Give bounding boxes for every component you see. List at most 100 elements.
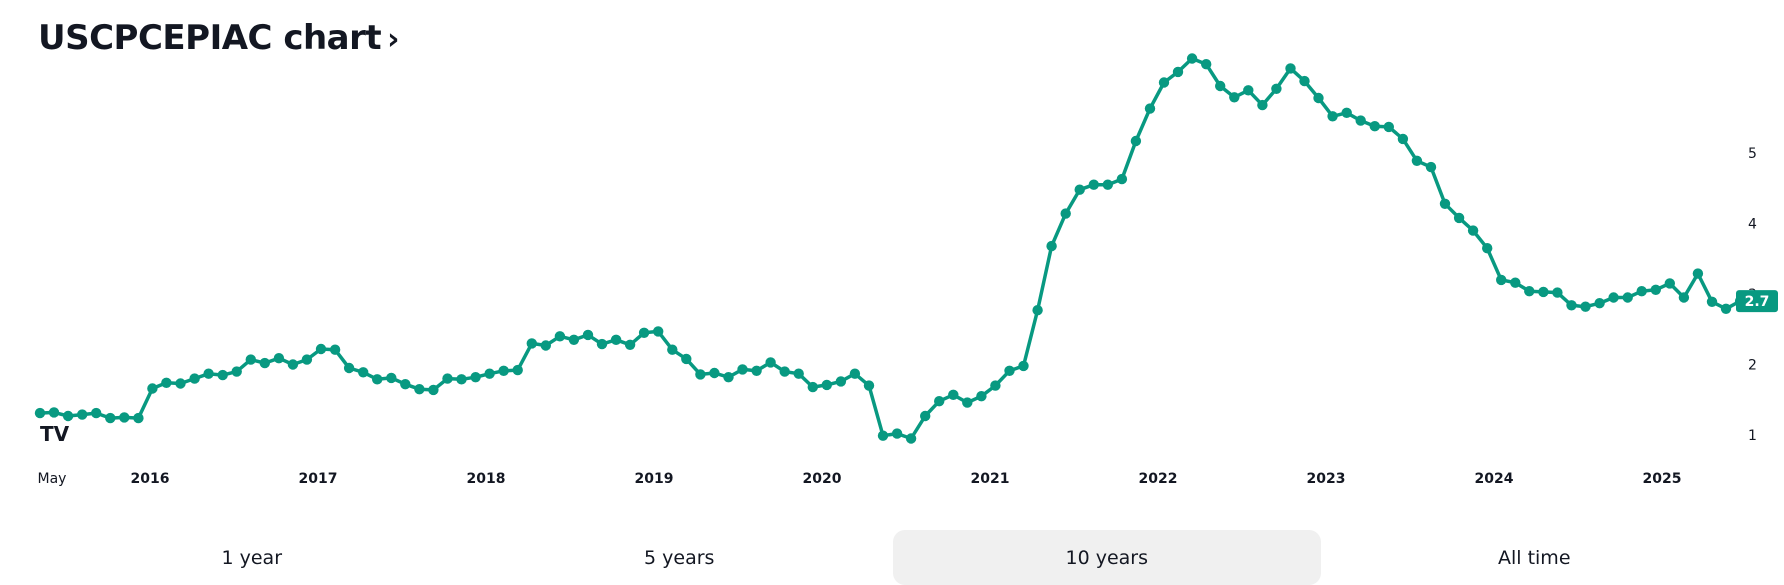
data-point: [77, 409, 88, 420]
data-point: [1060, 208, 1071, 219]
data-point: [554, 331, 566, 342]
data-point: [596, 338, 608, 350]
data-point: [231, 366, 242, 377]
chevron-right-icon: ›: [387, 21, 400, 57]
data-point: [1046, 240, 1057, 252]
y-tick-label: 5: [1748, 146, 1757, 162]
data-point: [638, 327, 650, 338]
data-point: [203, 368, 214, 379]
data-point: [695, 369, 706, 380]
data-point: [681, 353, 692, 365]
data-point: [1116, 173, 1128, 185]
data-point: [287, 359, 299, 370]
data-point: [498, 365, 509, 376]
data-point: [414, 384, 425, 395]
data-point: [905, 433, 917, 444]
data-point: [1482, 243, 1493, 254]
data-point: [1467, 225, 1479, 236]
data-point: [1229, 92, 1240, 103]
x-tick-label: 2020: [803, 471, 842, 487]
data-point: [737, 364, 748, 375]
data-point: [1102, 179, 1114, 190]
range-1-year[interactable]: 1 year: [221, 546, 283, 569]
y-tick-label: 2: [1748, 358, 1757, 374]
x-tick-label: 2023: [1307, 471, 1346, 487]
data-point: [161, 377, 172, 388]
page-title[interactable]: USCPCEPIAC chart ›: [38, 18, 400, 58]
data-point: [891, 428, 903, 439]
data-point: [1172, 66, 1184, 78]
data-point: [1411, 155, 1423, 166]
data-point: [821, 379, 832, 391]
data-point: [1510, 277, 1521, 288]
last-value-badge: 2.7: [1736, 290, 1778, 313]
x-tick-label: 2022: [1139, 471, 1178, 487]
data-point: [1243, 85, 1254, 96]
data-point: [245, 354, 256, 365]
range-10-years[interactable]: 10 years: [893, 530, 1321, 585]
line-chart[interactable]: 12345 May2016201720182019202020212022202…: [0, 0, 1784, 520]
data-point: [1594, 298, 1605, 309]
data-point: [1383, 121, 1395, 133]
last-value-badge-text: 2.7: [1745, 294, 1770, 310]
data-point: [1692, 268, 1704, 279]
data-point: [400, 379, 411, 390]
data-point: [1496, 274, 1507, 286]
data-point: [1004, 365, 1015, 376]
data-point: [1271, 83, 1282, 95]
x-tick-label: 2025: [1643, 471, 1682, 487]
data-point: [1088, 179, 1100, 190]
data-point: [1678, 292, 1690, 303]
data-point: [1650, 284, 1662, 295]
data-point: [442, 373, 453, 384]
y-tick-label: 1: [1748, 428, 1757, 444]
data-point: [1622, 292, 1633, 303]
data-point: [1608, 292, 1619, 303]
data-point: [1074, 184, 1085, 195]
x-tick-label: 2017: [299, 471, 338, 487]
data-point: [1706, 296, 1718, 307]
data-point: [793, 368, 804, 379]
data-point: [91, 407, 102, 419]
data-point: [259, 357, 270, 369]
data-point: [849, 368, 861, 379]
data-point: [1313, 92, 1324, 104]
data-point: [1130, 135, 1142, 147]
data-point: [1524, 286, 1535, 297]
data-point: [147, 383, 158, 394]
data-point: [962, 397, 973, 408]
data-point: [709, 367, 720, 379]
data-point: [1018, 360, 1029, 372]
data-point: [119, 412, 130, 423]
data-point: [1538, 286, 1549, 298]
data-point: [301, 354, 313, 365]
y-tick-label: 4: [1748, 217, 1757, 233]
x-tick-label: 2018: [467, 471, 506, 487]
data-point: [610, 334, 622, 345]
data-point: [934, 396, 945, 407]
data-point: [1215, 80, 1226, 92]
data-point: [1552, 287, 1563, 298]
data-point: [470, 372, 481, 383]
data-point: [273, 353, 285, 364]
data-point: [624, 339, 636, 350]
data-point: [456, 374, 467, 385]
x-axis: May 2016 2017 2018 2019 2020 2021 2022 2023 2024 2…: [38, 471, 1682, 487]
data-point: [1201, 58, 1212, 70]
data-point: [1158, 77, 1170, 88]
data-point: [667, 344, 678, 355]
data-point: [976, 391, 987, 402]
data-point: [1369, 121, 1381, 132]
data-point: [1327, 111, 1338, 122]
data-point: [48, 407, 60, 418]
data-point: [1664, 278, 1676, 289]
data-point: [1257, 99, 1268, 111]
data-point: [723, 372, 734, 383]
data-point: [512, 364, 523, 376]
data-point: [653, 326, 664, 337]
x-tick-label: May: [38, 471, 67, 487]
range-5-years[interactable]: 5 years: [644, 546, 715, 569]
range-all-time[interactable]: All time: [1497, 546, 1571, 569]
data-point: [1636, 286, 1647, 297]
data-point: [948, 389, 959, 400]
